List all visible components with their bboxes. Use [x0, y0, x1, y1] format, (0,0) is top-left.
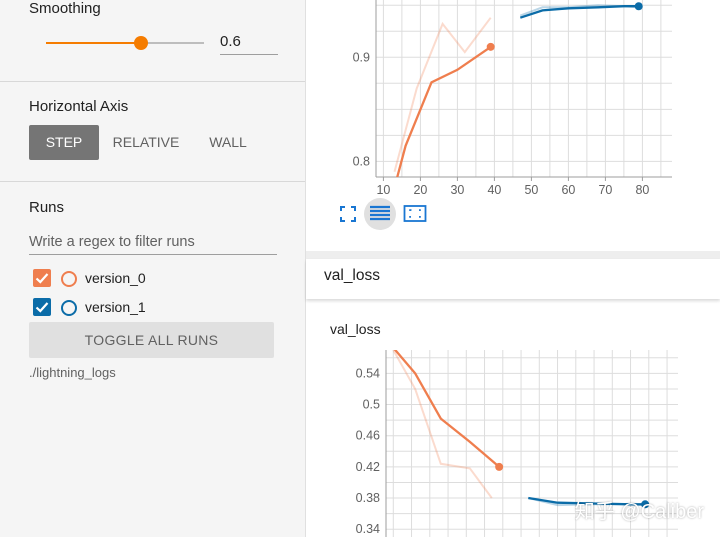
x-tick-label: 30 — [450, 183, 464, 197]
x-tick-label: 60 — [561, 183, 575, 197]
x-tick-label: 80 — [635, 183, 649, 197]
toggle-y-axis-icon[interactable] — [403, 204, 427, 224]
run-label: version_0 — [85, 270, 146, 286]
smoothing-slider-thumb[interactable] — [133, 36, 148, 50]
toggle-all-runs-button[interactable]: TOGGLE ALL RUNS — [29, 322, 274, 358]
y-tick-label: 0.5 — [363, 398, 380, 412]
x-tick-label: 70 — [598, 183, 612, 197]
run-label: version_1 — [85, 299, 146, 315]
series-end-point — [486, 42, 495, 51]
series-smoothed-line — [519, 5, 639, 19]
series-smoothed-line — [396, 45, 492, 177]
smoothing-title: Smoothing — [29, 0, 101, 17]
axis-step-button[interactable]: STEP — [29, 125, 99, 160]
x-tick-label: 40 — [487, 183, 501, 197]
toggle-log-scale-icon[interactable] — [364, 198, 396, 230]
series-raw-line — [392, 350, 493, 499]
axis-wall-button[interactable]: WALL — [209, 134, 247, 150]
card-separator — [306, 251, 720, 259]
y-tick-label: 0.46 — [356, 429, 380, 443]
section-header[interactable]: val_loss — [306, 259, 720, 299]
y-tick-label: 0.42 — [356, 460, 380, 474]
smoothing-input[interactable]: 0.6 — [220, 32, 278, 55]
run-filter-input[interactable]: Write a regex to filter runs — [29, 230, 277, 255]
smoothing-slider[interactable] — [46, 36, 204, 50]
watermark: 知乎 @Caliber — [574, 501, 704, 523]
chart-val-loss: 0.34 0.38 0.42 0.46 0.5 0.54 — [356, 350, 678, 537]
runs-title: Runs — [29, 199, 65, 216]
run-color-swatch[interactable] — [61, 271, 77, 287]
logdir-label: ./lightning_logs — [29, 365, 116, 380]
x-tick-label: 50 — [524, 183, 538, 197]
series-end-point — [495, 462, 504, 471]
section-title: val_loss — [324, 267, 380, 284]
run-checkbox[interactable] — [33, 269, 51, 287]
divider — [0, 81, 305, 82]
fit-domain-icon[interactable] — [338, 204, 358, 224]
horizontal-axis-title: Horizontal Axis — [29, 98, 129, 115]
run-color-swatch[interactable] — [61, 300, 77, 316]
y-tick-label: 0.34 — [356, 522, 380, 536]
x-tick-label: 20 — [413, 183, 427, 197]
smoothing-slider-fill — [46, 42, 141, 44]
series-end-point — [634, 2, 643, 11]
divider — [0, 181, 305, 182]
check-icon — [35, 302, 49, 313]
check-icon — [35, 273, 49, 284]
main-panel: 0.8 0.9 10 20 30 40 50 60 70 80 val_loss val_loss… — [306, 0, 720, 537]
run-checkbox[interactable] — [33, 298, 51, 316]
x-tick-label: 10 — [376, 183, 390, 197]
axis-relative-button[interactable]: RELATIVE — [112, 134, 180, 150]
chart-title: val_loss — [330, 321, 381, 337]
series-raw-line — [393, 17, 492, 173]
y-tick-label: 0.8 — [353, 154, 370, 168]
y-tick-label: 0.54 — [356, 366, 380, 380]
sidebar: Smoothing 0.6 Horizontal Axis STEP RELAT… — [0, 0, 306, 537]
chart-accuracy: 0.8 0.9 10 20 30 40 50 60 70 80 — [353, 0, 672, 197]
series-smoothed-line — [393, 350, 500, 468]
series-smoothed-line — [528, 496, 646, 506]
y-tick-label: 0.9 — [353, 50, 370, 64]
y-tick-label: 0.38 — [356, 491, 380, 505]
series-end-point — [641, 500, 650, 509]
